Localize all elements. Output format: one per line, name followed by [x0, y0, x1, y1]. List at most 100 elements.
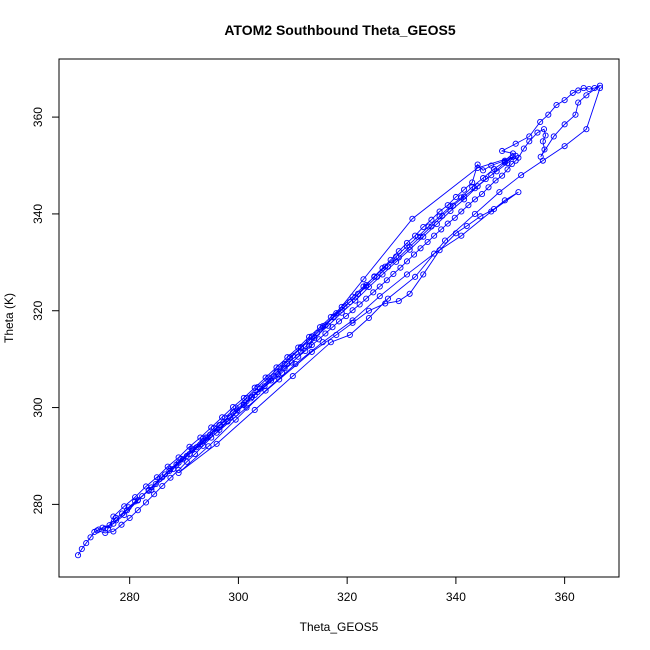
data-point	[278, 369, 285, 376]
data-point	[417, 233, 424, 240]
data-point	[393, 253, 400, 260]
data-point	[575, 99, 582, 106]
x-tick-label: 300	[228, 590, 248, 604]
data-point	[580, 85, 587, 92]
data-point	[424, 238, 431, 246]
data-point	[485, 184, 492, 191]
data-point	[343, 313, 350, 320]
data-point	[197, 434, 204, 441]
data-point	[262, 387, 269, 394]
data-point	[572, 111, 579, 118]
data-point	[541, 146, 548, 153]
data-point	[319, 339, 326, 346]
data-point	[349, 319, 356, 326]
data-point	[431, 250, 438, 257]
data-point	[251, 406, 258, 414]
data-point	[322, 330, 329, 337]
data-point	[409, 215, 416, 222]
data-point	[273, 364, 280, 371]
data-point	[499, 147, 506, 155]
data-point	[433, 221, 440, 228]
data-point	[327, 313, 334, 321]
data-point	[395, 254, 402, 261]
y-tick-label: 360	[31, 107, 45, 127]
data-point	[288, 359, 295, 366]
data-point	[167, 474, 174, 481]
x-tick-label: 320	[337, 590, 357, 604]
data-point	[471, 196, 478, 203]
data-point	[508, 160, 515, 168]
data-point	[276, 364, 283, 371]
data-point	[384, 263, 391, 270]
data-point	[284, 354, 291, 361]
data-point	[420, 271, 427, 278]
data-point	[363, 283, 370, 290]
data-point	[471, 210, 478, 217]
data-point	[480, 175, 487, 182]
data-point	[78, 545, 85, 552]
data-point	[447, 203, 454, 210]
y-axis-label: Theta (K)	[2, 293, 16, 343]
data-point	[382, 300, 389, 307]
data-point	[441, 237, 449, 244]
data-point	[512, 140, 519, 147]
y-tick-label: 280	[31, 494, 45, 514]
data-point	[474, 164, 481, 171]
data-point	[526, 133, 533, 140]
x-axis: 280 300 320 340 360	[120, 576, 575, 604]
data-point	[387, 256, 394, 263]
data-point	[488, 172, 495, 179]
data-point	[583, 92, 590, 99]
data-point	[537, 118, 544, 125]
data-point	[492, 177, 499, 184]
y-tick-label: 340	[31, 204, 45, 224]
series-layer	[74, 82, 604, 559]
data-point	[382, 263, 389, 270]
data-point	[213, 429, 220, 436]
data-point	[397, 264, 404, 271]
data-point	[148, 486, 155, 493]
data-point	[469, 183, 476, 190]
data-point	[390, 270, 397, 278]
data-point	[349, 307, 356, 314]
data-point	[322, 322, 329, 329]
data-point	[478, 191, 486, 198]
data-point	[197, 441, 204, 448]
data-point	[346, 298, 353, 306]
data-point	[251, 391, 258, 399]
data-point	[338, 303, 345, 310]
data-point	[360, 283, 367, 290]
data-point	[410, 251, 418, 258]
data-point	[553, 101, 560, 109]
data-point	[539, 157, 546, 164]
data-point	[297, 343, 304, 351]
data-point	[319, 323, 326, 330]
y-tick-label: 300	[31, 397, 45, 417]
data-point	[161, 471, 169, 478]
y-axis: 280 300 320 340 360	[31, 107, 60, 514]
x-axis-label: Theta_GEOS5	[300, 620, 379, 634]
data-point	[183, 452, 190, 460]
data-point	[121, 511, 128, 519]
data-point	[83, 540, 90, 547]
data-point	[383, 277, 390, 284]
data-point	[175, 454, 182, 461]
data-point	[469, 179, 476, 186]
data-point	[438, 226, 445, 233]
data-point	[243, 404, 250, 411]
data-point	[480, 167, 487, 174]
data-point	[94, 527, 101, 534]
data-point	[335, 318, 343, 325]
data-point	[232, 410, 239, 417]
data-point	[417, 245, 424, 252]
data-point	[200, 435, 207, 442]
data-point	[583, 126, 590, 133]
data-point	[164, 463, 171, 470]
data-point	[569, 89, 576, 96]
data-point	[219, 414, 226, 421]
data-point	[463, 222, 470, 230]
data-point	[314, 329, 321, 337]
data-point	[370, 289, 377, 296]
data-point	[365, 307, 372, 314]
